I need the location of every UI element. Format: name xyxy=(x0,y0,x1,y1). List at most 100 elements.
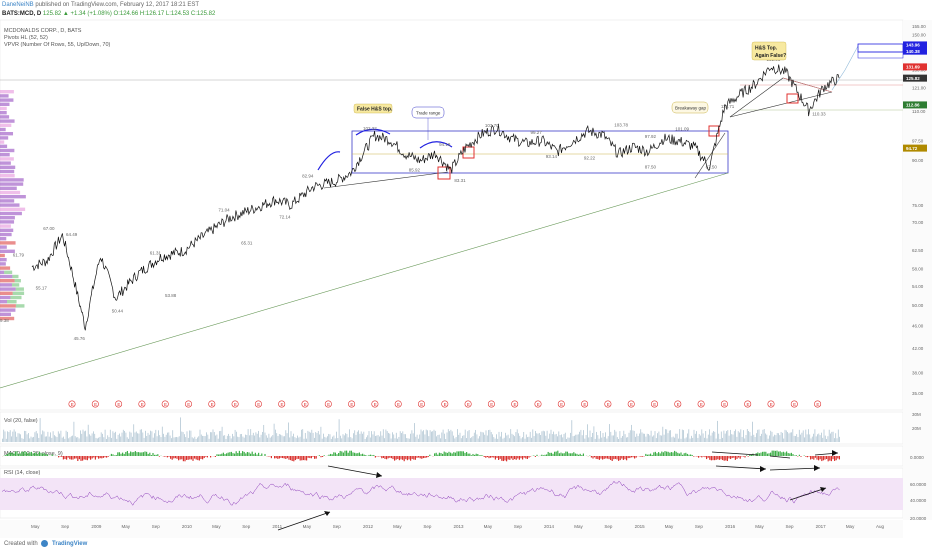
vpvr-row-10 xyxy=(0,132,14,136)
annotation-breakaway-gap-text: Breakaway gap xyxy=(675,106,707,111)
y-tick-16: 35.00 xyxy=(912,391,924,396)
earnings-marker-0[interactable] xyxy=(68,400,76,408)
earnings-marker-glyph-1: E xyxy=(94,402,97,407)
earnings-marker-23[interactable] xyxy=(604,400,612,408)
earnings-marker-16[interactable] xyxy=(441,400,449,408)
earnings-marker-glyph-0: E xyxy=(71,402,74,407)
earnings-marker-glyph-23: E xyxy=(607,402,610,407)
pivot-label-16: 83.31 xyxy=(454,178,466,183)
vpvr-row-up-48 xyxy=(12,291,25,295)
annotation-false-hs-text: False H&S top. xyxy=(357,107,393,113)
vpvr-row-up-49 xyxy=(10,295,22,300)
earnings-marker-7[interactable] xyxy=(231,400,239,408)
red-marker-breakdown xyxy=(437,166,451,180)
pivot-label-7: 61.31 xyxy=(150,251,162,256)
author-link[interactable]: DaneNeiNB xyxy=(2,2,34,8)
vpvr-row-46 xyxy=(0,283,13,287)
x-tick-24: May xyxy=(755,524,764,529)
earnings-marker-9[interactable] xyxy=(278,400,286,408)
footer: Created with TradingView xyxy=(4,540,87,547)
earnings-marker-glyph-27: E xyxy=(700,402,703,407)
main-legend-vpvr[interactable]: VPVR (Number Of Rows, 55, Up/Down, 70) xyxy=(4,42,111,48)
earnings-marker-glyph-12: E xyxy=(350,402,353,407)
earnings-marker-21[interactable] xyxy=(557,400,565,408)
pivot-label-3: 55.17 xyxy=(36,285,48,290)
earnings-marker-18[interactable] xyxy=(487,400,495,408)
earnings-marker-3[interactable] xyxy=(138,400,146,408)
earnings-marker-14[interactable] xyxy=(394,400,402,408)
earnings-marker-29[interactable] xyxy=(744,400,752,408)
symbol-line: BATS:MCD, D xyxy=(2,11,42,17)
earnings-marker-32[interactable] xyxy=(814,400,822,408)
earnings-marker-2[interactable] xyxy=(115,400,123,408)
vol-legend[interactable]: Vol (20, false) xyxy=(4,418,38,424)
earnings-marker-15[interactable] xyxy=(417,400,425,408)
vpvr-row-up-47 xyxy=(15,287,24,291)
footer-created: Created with xyxy=(4,541,38,548)
vpvr-row-34 xyxy=(0,232,12,237)
main-legend-title[interactable]: MCDONALDS CORP., D, BATS xyxy=(4,28,82,34)
earnings-marker-1[interactable] xyxy=(91,400,99,408)
price-tag-0: 143.96 xyxy=(903,41,927,49)
earnings-marker-27[interactable] xyxy=(697,400,705,408)
earnings-marker-glyph-26: E xyxy=(677,402,680,407)
earnings-marker-glyph-16: E xyxy=(444,402,447,407)
earnings-marker-11[interactable] xyxy=(324,400,332,408)
earnings-marker-31[interactable] xyxy=(790,400,798,408)
vpvr-row-6 xyxy=(0,115,10,119)
earnings-marker-19[interactable] xyxy=(511,400,519,408)
price-tag-label-4: 112.86 xyxy=(906,103,920,108)
x-tick-2: 2009 xyxy=(91,524,102,529)
head-arc xyxy=(355,128,391,136)
earnings-marker-20[interactable] xyxy=(534,400,542,408)
earnings-marker-28[interactable] xyxy=(720,400,728,408)
price-series xyxy=(31,64,840,331)
annotation-false-hs: False H&S top. xyxy=(353,103,393,114)
earnings-marker-17[interactable] xyxy=(464,400,472,408)
annotation-trade-range: Trade range xyxy=(411,106,445,140)
vpvr-row-27 xyxy=(0,203,20,207)
x-tick-9: May xyxy=(303,524,312,529)
vpvr-row-42 xyxy=(0,266,11,270)
earnings-marker-glyph-24: E xyxy=(630,402,633,407)
earnings-marker-22[interactable] xyxy=(581,400,589,408)
earnings-marker-12[interactable] xyxy=(348,400,356,408)
earnings-marker-10[interactable] xyxy=(301,400,309,408)
earnings-marker-glyph-2: E xyxy=(117,402,120,407)
earnings-marker-5[interactable] xyxy=(185,400,193,408)
x-tick-27: May xyxy=(846,524,855,529)
earnings-marker-24[interactable] xyxy=(627,400,635,408)
earnings-marker-13[interactable] xyxy=(371,400,379,408)
x-tick-1: Sep xyxy=(61,524,70,529)
target-box-1 xyxy=(857,43,904,53)
earnings-marker-glyph-18: E xyxy=(490,402,493,407)
vpvr-row-up-51 xyxy=(15,304,25,308)
earnings-marker-25[interactable] xyxy=(650,400,658,408)
rsi-legend[interactable]: RSI (14, close) xyxy=(4,470,41,476)
x-tick-21: May xyxy=(665,524,674,529)
x-tick-7: Sep xyxy=(242,524,251,529)
annotation-breakaway-gap: Breakaway gap xyxy=(671,101,709,114)
vpvr-row-4 xyxy=(0,106,7,111)
earnings-marker-30[interactable] xyxy=(767,400,775,408)
time-axis[interactable] xyxy=(0,520,903,538)
price-line xyxy=(31,64,840,331)
vpvr-row-up-44 xyxy=(12,274,19,279)
earnings-marker-4[interactable] xyxy=(161,400,169,408)
footer-brand[interactable]: TradingView xyxy=(52,541,88,548)
vpvr-row-up-45 xyxy=(14,279,21,283)
earnings-marker-26[interactable] xyxy=(674,400,682,408)
vpvr-row-52 xyxy=(0,308,16,312)
pivot-label-10: 65.31 xyxy=(241,241,253,246)
earnings-marker-8[interactable] xyxy=(254,400,262,408)
main-legend-pivots[interactable]: Pivots HL (52, 52) xyxy=(4,35,48,41)
vpvr-row-37 xyxy=(0,245,7,249)
price-tag-label-5: 94.72 xyxy=(906,146,918,151)
neckline-2012 xyxy=(323,171,449,189)
earnings-marker-6[interactable] xyxy=(208,400,216,408)
price-tag-label-1: 140.38 xyxy=(906,49,920,54)
vpvr-row-19 xyxy=(0,169,15,174)
vpvr-row-28 xyxy=(0,207,26,211)
